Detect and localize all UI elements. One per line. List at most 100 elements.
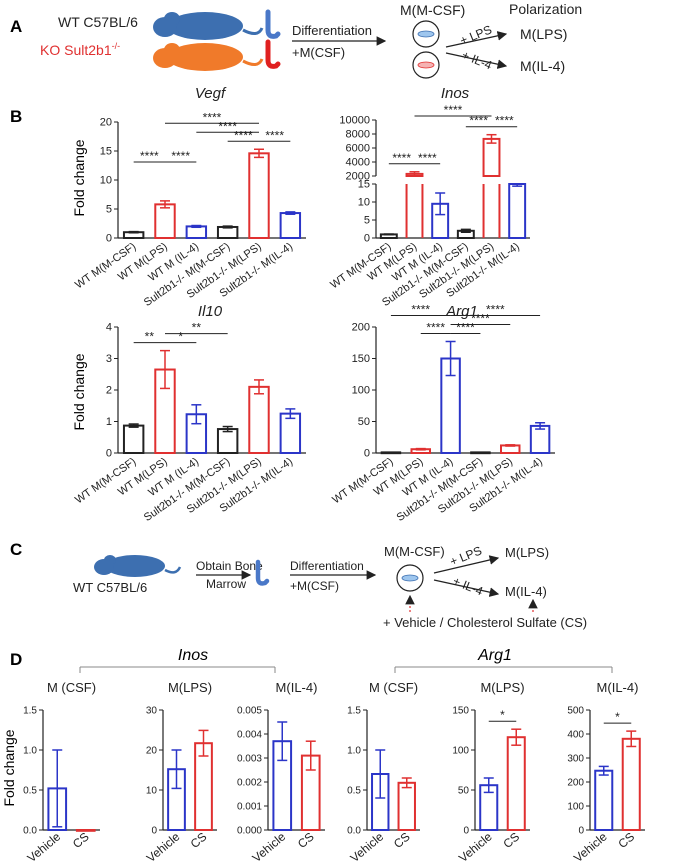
lps-arrow-label: + LPS [458, 22, 494, 47]
y-tick-label: 0.001 [237, 802, 262, 813]
y-tick-label: 150 [352, 353, 370, 365]
y-tick-label: 0 [151, 826, 157, 837]
y-tick-label: 10 [100, 175, 112, 187]
bar-sult2b1-m-il-4 [279, 412, 302, 454]
x-tick-label: CS [615, 830, 637, 851]
bar-sult2b1-m-lps [248, 385, 270, 455]
y-tick-label: 6000 [346, 143, 370, 155]
significance-stars: **** [495, 114, 514, 128]
y-tick-label: 200 [567, 778, 584, 789]
bar-vehicle [594, 769, 614, 831]
chart-title: M(IL-4) [276, 680, 318, 695]
chart-title: M(LPS) [480, 680, 524, 695]
y-tick-label: 10 [358, 197, 370, 209]
bar-lower-wt-m-lps [405, 184, 424, 238]
significance-stars: **** [140, 149, 159, 163]
y-tick-label: 300 [567, 754, 584, 765]
y-tick-label: 0 [578, 826, 584, 837]
differentiation-label: Differentiation [292, 23, 372, 38]
inos-mil4-chart: M(IL-4)0.0000.0010.0020.0030.0040.005Veh… [237, 680, 325, 865]
inos-mlps-chart: M(LPS) 0 10 20 30 Vehicle CS [144, 680, 217, 865]
cell-icon-red [412, 51, 440, 79]
cell-icon-blue [412, 20, 440, 48]
significance-stars: ** [145, 330, 155, 344]
x-tick-label: Vehicle [144, 829, 183, 865]
y-tick-label: 0.005 [237, 706, 262, 717]
bar-sult2b1-m-il-4 [529, 424, 551, 455]
marrow-label: Marrow [206, 577, 246, 591]
y-tick-label: 0.5 [347, 786, 361, 797]
treatment-label: + Vehicle / Cholesterol Sulfate (CS) [383, 615, 587, 630]
significance-stars: **** [171, 149, 190, 163]
x-tick-label: Vehicle [571, 829, 610, 865]
y-tick-label: 15 [358, 179, 370, 191]
wt-strain-label-c: WT C57BL/6 [73, 580, 147, 595]
significance-stars: **** [218, 119, 237, 133]
bar-cs [75, 829, 96, 832]
polarization-label: Polarization [509, 1, 582, 17]
y-tick-label: 0.004 [237, 730, 262, 741]
x-tick-label: CS [188, 830, 210, 851]
y-tick-label: 5 [106, 204, 112, 216]
x-tick-label: CS [391, 830, 413, 851]
y-tick-label: 0.002 [237, 778, 262, 789]
y-tick-label: 200 [352, 322, 370, 334]
fold-change-label-b-top: Fold change [71, 139, 87, 216]
cell-icon-c [396, 564, 424, 592]
significance-stars: **** [265, 128, 284, 142]
y-tick-label: 100 [452, 746, 469, 757]
y-tick-label: 50 [458, 786, 470, 797]
chart-title: M(IL-4) [597, 680, 639, 695]
significance-stars: **** [392, 151, 411, 165]
y-tick-label: 500 [567, 706, 584, 717]
y-tick-label: 20 [146, 746, 158, 757]
y-tick-label: 30 [146, 706, 158, 717]
significance-stars: * [178, 330, 183, 344]
fold-change-label-d: Fold change [1, 729, 17, 806]
mlps-label: M(LPS) [520, 26, 567, 42]
y-tick-label: 15 [100, 146, 112, 158]
bar-upper-sult2b1-m-lps [482, 137, 501, 177]
arg1-mlps-chart: M(LPS) 0 50 100 150 Vehicle CS * [452, 680, 530, 865]
differentiation-label-c: Differentiation [290, 559, 364, 573]
y-tick-label: 3 [106, 353, 112, 365]
bone-icon-red [265, 39, 281, 69]
x-tick-label: CS [70, 830, 92, 851]
y-tick-label: 8000 [346, 129, 370, 141]
x-tick-label: Vehicle [456, 829, 495, 865]
il4-arrow-label-c: + IL-4 [451, 574, 485, 599]
y-tick-label: 0.0 [347, 826, 361, 837]
mcsf-treatment-label: +M(CSF) [292, 45, 345, 60]
y-tick-label: 10000 [339, 115, 370, 127]
wt-strain-label: WT C57BL/6 [58, 14, 138, 30]
y-tick-label: 0 [364, 233, 370, 245]
mouse-icon-blue [153, 12, 264, 40]
il4-arrow-label: + IL-4 [460, 48, 494, 73]
chart-title: Vegf [195, 85, 227, 102]
y-tick-label: 4 [106, 322, 112, 334]
y-tick-label: 5 [364, 215, 370, 227]
chart-title: Il10 [198, 303, 223, 320]
bar-sult2b1-m-lps [248, 152, 270, 240]
group-title-inos: Inos [178, 647, 208, 664]
significance-stars: **** [411, 302, 430, 316]
panel-c-label: C [10, 540, 22, 559]
group-title-arg1: Arg1 [477, 647, 512, 664]
y-tick-label: 2 [106, 385, 112, 397]
bar-wt-m-m-csf [122, 424, 145, 455]
panel-a: A WT C57BL/6 KO Sult2b1-/- Differentiati… [10, 1, 582, 79]
significance-stars: **** [469, 114, 488, 128]
lps-arrow [445, 31, 508, 48]
y-tick-label: 1.0 [23, 746, 37, 757]
y-tick-label: 1.5 [23, 706, 37, 717]
y-tick-label: 1.0 [347, 746, 361, 757]
bar-cs [397, 781, 416, 831]
panel-d-label: D [10, 650, 22, 669]
y-tick-label: 0 [463, 826, 469, 837]
bar-sult2b1-m-m-csf [216, 225, 239, 239]
y-tick-label: 50 [358, 416, 370, 428]
